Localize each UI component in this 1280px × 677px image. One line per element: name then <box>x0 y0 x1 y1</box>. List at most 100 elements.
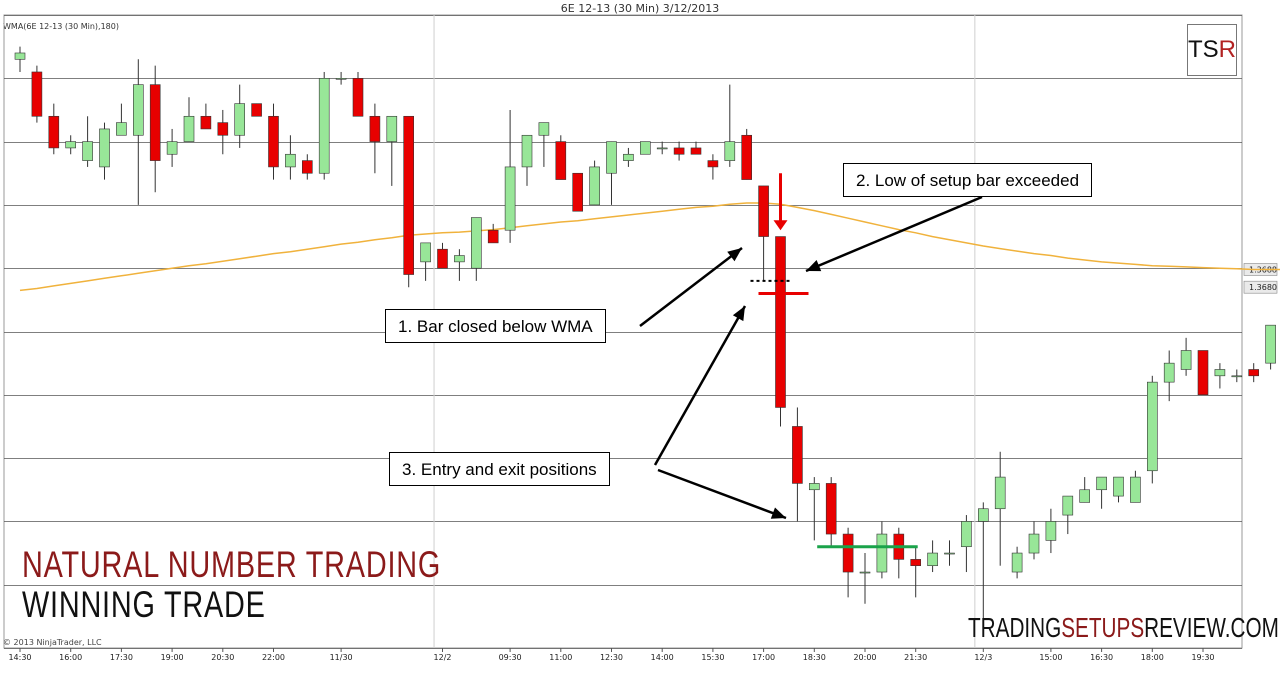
candle-body <box>910 559 922 567</box>
candle-body <box>758 185 769 237</box>
candle-body <box>944 552 955 555</box>
candle-body <box>1079 489 1090 503</box>
candle-body <box>82 141 93 161</box>
arrow-exit <box>657 468 787 520</box>
candle-body <box>538 122 550 136</box>
wma-layer <box>19 202 1280 292</box>
chart-title: 6E 12-13 (30 Min) 3/12/2013 <box>560 2 720 15</box>
x-tick-label: 18:30 <box>803 653 826 662</box>
candle-body <box>1163 362 1175 383</box>
x-tick-label: 15:00 <box>1039 653 1062 662</box>
candles <box>14 46 1276 636</box>
candle-body <box>690 147 702 155</box>
last-price-label: 1.3680 <box>1249 283 1277 292</box>
x-tick-label: 12:30 <box>600 653 623 662</box>
annotation-entry-exit: 3. Entry and exit positions <box>389 452 610 486</box>
x-tick-label: 17:00 <box>752 653 775 662</box>
plot-frame <box>3 14 1243 649</box>
candle-body <box>842 533 854 573</box>
candle-body <box>301 160 313 174</box>
candle-body <box>876 533 888 573</box>
candle-body <box>808 483 820 491</box>
candle-body <box>1197 350 1209 396</box>
candle-body <box>14 52 26 60</box>
copyright: © 2013 NinjaTrader, LLC <box>3 638 102 647</box>
candle-body <box>31 71 43 117</box>
x-tick-label: 18:00 <box>1141 653 1164 662</box>
candle-body <box>420 242 431 263</box>
x-tick-label: 12/3 <box>974 653 992 662</box>
headline-title: NATURAL NUMBER TRADING <box>22 544 442 585</box>
candle-body <box>673 147 685 155</box>
candle-body <box>927 552 938 567</box>
x-tick-label: 11:00 <box>549 653 572 662</box>
candle-body <box>623 153 634 161</box>
brand-part3: REVIEW.COM <box>1144 612 1279 643</box>
candle-body <box>116 122 127 136</box>
trade-markers <box>750 173 918 549</box>
candle-body <box>589 166 600 206</box>
candle-body <box>285 153 296 168</box>
candle-body <box>65 141 76 149</box>
candle-body <box>133 84 144 136</box>
candle-body <box>234 103 245 136</box>
candle-body <box>487 229 499 244</box>
candle-body <box>961 521 972 548</box>
candle-body <box>504 166 516 231</box>
candle-body <box>437 248 448 269</box>
x-tick-label: 16:00 <box>59 653 82 662</box>
candle-body <box>1248 369 1259 377</box>
x-axis: 14:30 16:00 17:30 19:00 20:30 22:00 11/30 12/2 0… <box>8 15 1215 662</box>
headline-subtitle: WINNING TRADE <box>22 584 266 625</box>
candle-body <box>825 483 837 535</box>
candle-body <box>775 236 786 408</box>
arrow-bar-closed-head <box>727 248 742 262</box>
x-tick-label: 22:00 <box>262 653 285 662</box>
wma-line <box>19 202 1280 292</box>
candle-body <box>1096 476 1107 491</box>
candle-body <box>352 78 364 117</box>
short-arrow-head <box>773 220 788 231</box>
x-tick-label: 21:30 <box>904 653 927 662</box>
candle-body <box>1062 495 1074 516</box>
candle-body <box>217 122 229 136</box>
candle-body <box>741 134 753 180</box>
candle-body <box>656 147 668 150</box>
candle-body <box>994 476 1006 510</box>
brand-part2: SETUPS <box>1061 612 1145 643</box>
candle-body <box>1147 381 1158 472</box>
candle-body <box>859 571 871 574</box>
candle-body <box>707 160 719 168</box>
candle-body <box>1113 476 1124 497</box>
x-tick-label: 11/30 <box>330 653 353 662</box>
tsr-logo: TSR <box>1187 24 1237 76</box>
annotation-bar-closed: 1. Bar closed below WMA <box>385 309 606 343</box>
candle-body <box>1045 521 1057 541</box>
candle-body <box>454 255 465 263</box>
last-price-badge <box>1243 280 1278 294</box>
x-tick-label: 19:00 <box>161 653 184 662</box>
x-tick-label: 20:00 <box>853 653 876 662</box>
arrow-entry <box>653 305 747 466</box>
grid <box>3 14 1243 649</box>
candle-body <box>977 508 989 522</box>
candle-body <box>335 78 347 80</box>
candle-body <box>521 134 533 168</box>
x-tick-label: 15:30 <box>701 653 724 662</box>
candle-body <box>48 115 60 149</box>
x-tick-label: 20:30 <box>211 653 234 662</box>
arrow-entry-head <box>732 306 745 322</box>
candle-body <box>403 115 415 275</box>
indicator-label: WMA(6E 12-13 (30 Min),180) <box>3 22 119 31</box>
candle-body <box>572 172 584 212</box>
brand-part1: TRADING <box>968 612 1062 643</box>
candle-body <box>268 115 279 168</box>
x-tick-label: 09:30 <box>499 653 522 662</box>
candle-body <box>792 426 803 484</box>
candle-body <box>1231 375 1243 378</box>
candle-body <box>555 141 567 180</box>
candle-body <box>639 141 651 155</box>
x-tick-label: 12/2 <box>434 653 452 662</box>
annotation-arrows <box>639 195 983 520</box>
